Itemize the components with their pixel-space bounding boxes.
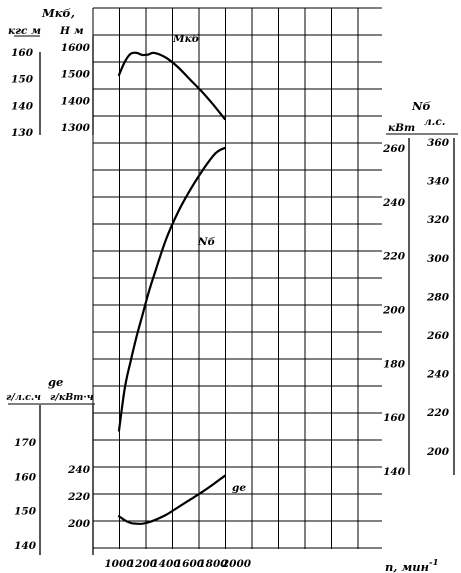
chart-curves	[117, 51, 226, 525]
x-axis-tick-label: 1800	[198, 558, 228, 570]
torque-nm-tick-label: 1400	[61, 95, 91, 107]
consumption-gkwh-tick-label: 220	[67, 491, 91, 503]
power-hp-tick-label: 360	[427, 137, 450, 149]
x-axis-tick-label: 1400	[151, 558, 181, 570]
consumption-ghph-tick-label: 170	[14, 437, 37, 449]
power-hp-tick-label: 240	[426, 369, 450, 381]
torque-nm-tick-label: 1500	[61, 69, 91, 81]
consumption-ghph-tick-label: 160	[14, 471, 37, 483]
power-curve	[117, 146, 226, 432]
torque-axis-unit-kgsm: кгс м	[8, 25, 41, 37]
torque-curve-label: Мкб	[172, 33, 200, 45]
power-kw-tick-label: 240	[382, 197, 406, 209]
torque-kgsm-tick-label: 140	[11, 100, 34, 112]
power-kw-tick-label: 220	[382, 251, 406, 263]
power-hp-tick-label: 220	[426, 407, 450, 419]
consumption-curve	[117, 474, 226, 525]
torque-axis-unit-nm: Н м	[59, 25, 84, 37]
torque-nm-tick-label: 1600	[61, 42, 91, 54]
consumption-gkwh-tick-label: 240	[67, 464, 91, 476]
power-hp-tick-label: 300	[427, 253, 450, 265]
torque-nm-tick-label: 1300	[61, 122, 91, 134]
axis-tick-labels: 160 150 140 130 1600 1500 1400 1300 260 240 220 200…	[11, 42, 450, 570]
power-axis-unit-hp: л.с.	[424, 116, 445, 128]
power-kw-tick-label: 180	[383, 358, 406, 370]
consumption-gkwh-tick-label: 200	[67, 518, 91, 530]
consumption-axis-title: gе	[48, 375, 63, 389]
consumption-ghph-tick-label: 150	[14, 506, 37, 518]
chart-texts: Мкб, кгс м Н м Nб кВт л.с. gе г/л.с.ч г/…	[6, 6, 445, 573]
torque-kgsm-tick-label: 150	[11, 74, 34, 86]
chart-grid	[8, 7, 458, 555]
power-hp-tick-label: 200	[426, 446, 450, 458]
torque-curve	[117, 51, 226, 121]
x-axis-tick-label: 1200	[128, 558, 158, 570]
power-hp-tick-label: 340	[427, 176, 450, 188]
power-axis-unit-kw: кВт	[388, 122, 415, 134]
x-axis-title-sup: -1	[429, 558, 438, 568]
consumption-ghph-tick-label: 140	[14, 540, 37, 552]
x-axis-tick-label: 1600	[175, 558, 205, 570]
torque-kgsm-tick-label: 160	[11, 47, 34, 59]
x-axis-tick-label: 2000	[221, 558, 252, 570]
torque-kgsm-tick-label: 130	[11, 127, 34, 139]
power-kw-tick-label: 160	[383, 412, 406, 424]
torque-axis-title: Мкб,	[41, 6, 75, 20]
power-kw-tick-label: 200	[382, 304, 406, 316]
x-axis-title-main: n, мин	[385, 560, 429, 573]
power-hp-tick-label: 280	[426, 291, 450, 303]
power-axis-title: Nб	[411, 99, 431, 113]
power-curve-label: Nб	[197, 236, 216, 248]
x-axis-title: n, мин-1	[385, 558, 439, 573]
power-kw-tick-label: 260	[382, 143, 406, 155]
consumption-axis-unit-ghph: г/л.с.ч	[6, 392, 41, 403]
power-kw-tick-label: 140	[383, 466, 406, 478]
consumption-curve-label: gе	[232, 482, 246, 494]
consumption-axis-unit-gkwh: г/кВт·ч	[50, 392, 94, 403]
power-hp-tick-label: 260	[426, 330, 450, 342]
x-axis-tick-label: 1000	[104, 558, 134, 570]
power-hp-tick-label: 320	[427, 214, 450, 226]
